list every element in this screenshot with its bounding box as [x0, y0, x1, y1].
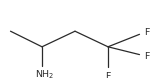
Text: F: F — [105, 72, 111, 78]
Text: NH: NH — [35, 70, 49, 78]
Text: F: F — [144, 52, 149, 61]
Text: F: F — [144, 28, 149, 37]
Text: 2: 2 — [48, 73, 52, 78]
